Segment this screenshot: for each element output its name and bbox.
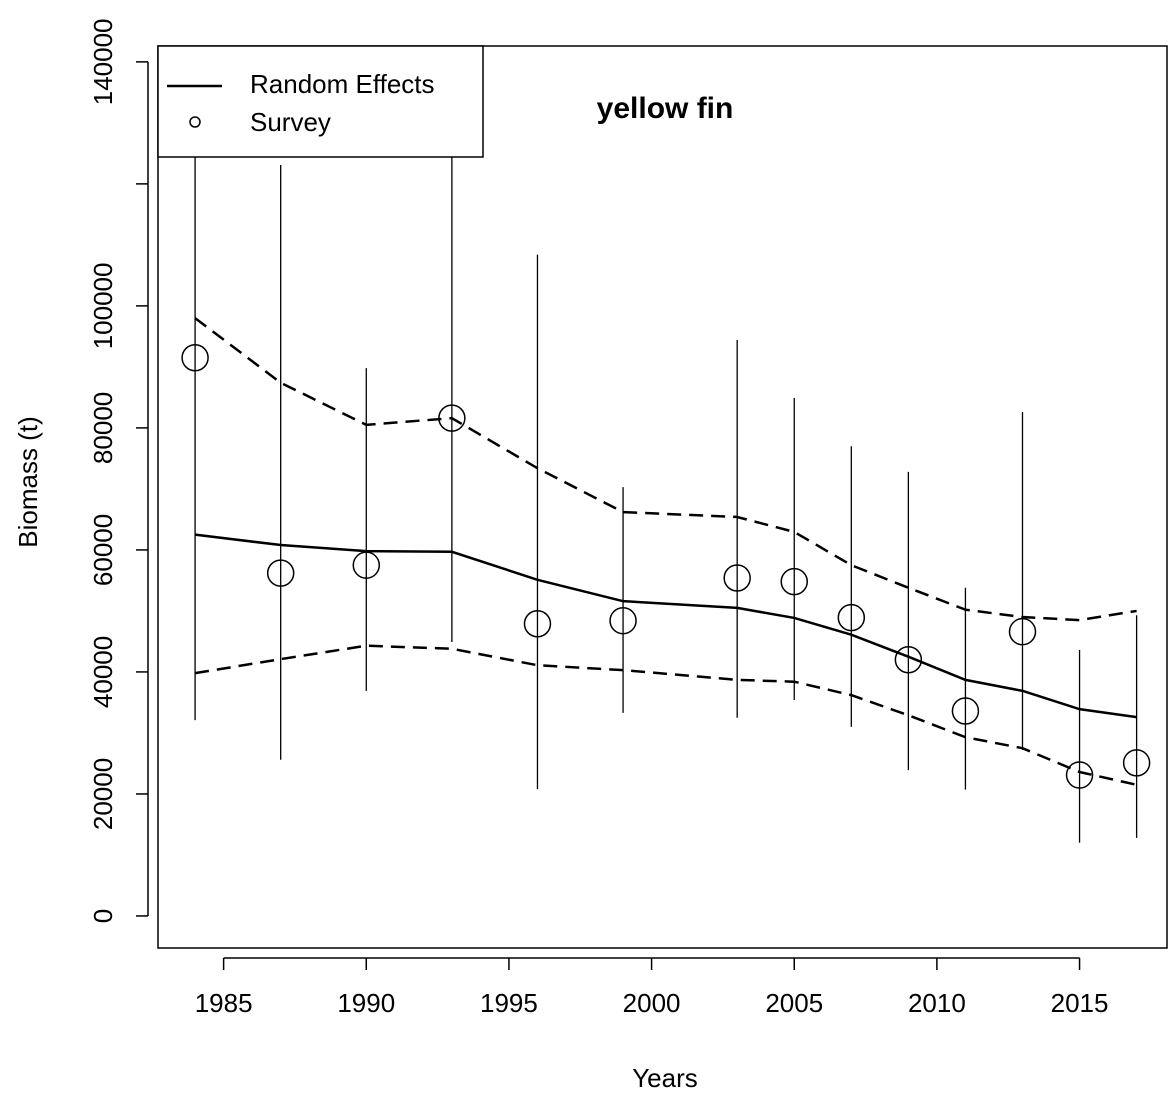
axes: 1985 1990 1995 2000 2005 2010 2015 0 20000 40000 6… [88, 18, 1109, 1017]
plot-box [157, 45, 1168, 949]
chart-title: yellow fin [597, 92, 734, 125]
x-tick-label: 1990 [337, 988, 395, 1018]
survey-point [181, 343, 209, 372]
survey-point [609, 606, 637, 635]
survey-point [723, 564, 751, 592]
legend-box [157, 45, 484, 158]
survey-point [837, 603, 866, 632]
survey-point [1008, 617, 1037, 646]
ci-line [194, 317, 1137, 622]
x-tick-label: 1985 [195, 988, 253, 1018]
y-tick-label: 20000 [88, 758, 118, 830]
survey-point [438, 404, 466, 432]
survey-point [951, 697, 980, 725]
survey-point [780, 567, 808, 596]
survey-point [1065, 761, 1094, 789]
survey-point [894, 645, 923, 674]
legend: Random Effects Survey [157, 45, 484, 158]
x-tick-label: 2010 [908, 988, 966, 1018]
x-tick-label: 2005 [765, 988, 823, 1018]
legend-symbol [189, 116, 201, 128]
y-tick-label: 140000 [88, 18, 118, 105]
x-axis-label: Years [632, 1063, 698, 1093]
y-tick-label: 0 [88, 909, 118, 923]
survey-point [352, 551, 381, 579]
y-tick-label: 40000 [88, 636, 118, 708]
estimate-line [194, 533, 1137, 719]
ci-line [194, 644, 1137, 787]
y-tick-label: 60000 [88, 514, 118, 586]
survey-point [266, 559, 295, 587]
x-tick-label: 2000 [623, 988, 681, 1018]
y-tick-label: 80000 [88, 392, 118, 464]
x-tick-label: 1995 [480, 988, 538, 1018]
y-axis-label: Biomass (t) [13, 416, 43, 547]
legend-label: Random Effects [250, 69, 435, 99]
y-tick-label: 100000 [88, 263, 118, 350]
legend-label: Survey [250, 107, 331, 137]
x-tick-label: 2015 [1051, 988, 1109, 1018]
survey-point [523, 609, 552, 638]
survey-point [1122, 749, 1151, 777]
